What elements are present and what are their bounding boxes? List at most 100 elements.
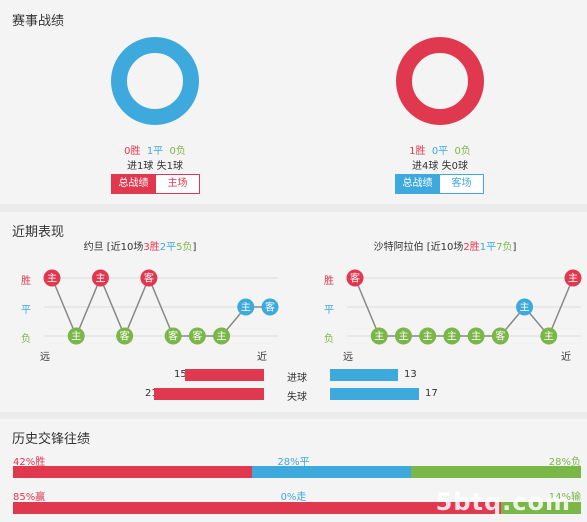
- right-match-point[interactable]: [540, 327, 558, 345]
- left-match-point[interactable]: [237, 298, 255, 316]
- right-match-venue: 主: [447, 331, 457, 343]
- history-draw-segment: [251, 466, 411, 478]
- left-summary-wins: 3胜: [143, 242, 160, 253]
- left-match-venue: 客: [168, 330, 178, 343]
- history-row1-loss-label: 28%负: [548, 457, 581, 468]
- left-summary-draws: 2平: [159, 242, 177, 253]
- left-draw-count: 1平: [146, 146, 164, 157]
- recent-form-title: 近期表现: [12, 225, 65, 240]
- history-row2-win-label: 85%赢: [13, 492, 46, 503]
- left-match-venue: 主: [217, 331, 227, 343]
- right-axis-loss: 负: [324, 334, 334, 345]
- right-goals-summary: 进4球 失0球: [412, 161, 468, 172]
- left-match-venue: 客: [120, 330, 130, 343]
- history-row1-draw-label: 28%平: [277, 457, 310, 468]
- left-match-point[interactable]: [43, 269, 61, 287]
- scored-label: 进球: [287, 373, 307, 384]
- right-match-point[interactable]: [467, 327, 485, 345]
- left-donut-ring: [111, 37, 199, 125]
- right-tab-away[interactable]: 客场: [439, 174, 484, 194]
- left-match-point[interactable]: [261, 298, 279, 316]
- left-match-point[interactable]: [67, 327, 85, 345]
- left-match-venue: 主: [47, 273, 57, 285]
- right-match-venue: 主: [544, 331, 554, 343]
- left-team-name: 约旦: [83, 242, 104, 253]
- right-match-venue: 主: [398, 331, 408, 343]
- right-win-count: 1胜: [409, 146, 426, 157]
- history-row2-draw-label: 0%走: [280, 492, 307, 503]
- recent-form-section: 近期表现 约旦 [近10场3胜2平5负] 沙特阿拉伯 [近10场2胜1平7负] …: [0, 212, 587, 412]
- left-record-donut: [111, 37, 199, 125]
- right-summary-losses: 7负: [496, 242, 513, 253]
- right-form-line: [354, 277, 574, 338]
- right-match-point[interactable]: [564, 269, 582, 287]
- right-record-counts: 1胜 0平 0负: [390, 142, 490, 157]
- left-tab-total[interactable]: 总战绩: [111, 174, 156, 194]
- record-section: 赛事战绩 0胜 1平 0负 进1球 失1球 总战绩 主场 1胜 0平 0负 进4…: [0, 0, 587, 204]
- left-match-venue: 主: [95, 273, 105, 285]
- left-conceded-value: 21: [145, 388, 158, 399]
- right-match-point[interactable]: [370, 327, 388, 345]
- left-match-point[interactable]: [188, 327, 206, 345]
- right-match-venue: 客: [495, 330, 505, 343]
- right-match-point[interactable]: [346, 269, 364, 287]
- right-summary-suffix: ]: [512, 242, 517, 253]
- right-summary-prefix: [近10场: [423, 242, 464, 253]
- left-summary-prefix: [近10场: [103, 242, 144, 253]
- left-axis-loss: 负: [21, 334, 31, 345]
- history-win-segment: [13, 466, 252, 478]
- right-tab-total[interactable]: 总战绩: [395, 174, 440, 194]
- right-match-point[interactable]: [419, 327, 437, 345]
- left-form-line: [51, 276, 270, 338]
- left-axis-win: 胜: [21, 276, 31, 287]
- watermark: 5btq.com: [435, 488, 571, 516]
- left-summary-losses: 5负: [176, 242, 193, 253]
- history-title: 历史交锋往绩: [12, 432, 91, 447]
- history-row1-bar: [13, 466, 582, 478]
- right-form-summary: 沙特阿拉伯 [近10场2胜1平7负]: [345, 238, 545, 253]
- right-match-point[interactable]: [443, 327, 461, 345]
- left-match-point[interactable]: [164, 327, 182, 345]
- right-match-point[interactable]: [394, 327, 412, 345]
- left-summary-suffix: ]: [192, 242, 197, 253]
- left-match-point[interactable]: [116, 327, 134, 345]
- right-match-venue: 主: [520, 302, 530, 314]
- right-summary-draws: 1平: [479, 242, 497, 253]
- right-match-venue: 主: [471, 331, 481, 343]
- right-donut-ring: [396, 37, 484, 125]
- right-draw-count: 0平: [431, 146, 449, 157]
- history-row2-bar: [13, 502, 581, 514]
- right-loss-count: 0负: [454, 146, 471, 157]
- right-match-venue: 主: [423, 331, 433, 343]
- left-conceded-bar: [154, 388, 264, 400]
- history-row1-win-label: 42%胜: [13, 457, 46, 468]
- left-axis-draw: 平: [21, 305, 31, 316]
- left-goals-summary: 进1球 失1球: [127, 161, 183, 172]
- right-match-venue: 主: [568, 273, 578, 285]
- left-axis-far: 远: [40, 352, 50, 363]
- left-record-counts: 0胜 1平 0负: [105, 142, 205, 157]
- right-match-point[interactable]: [491, 327, 509, 345]
- right-axis-far: 远: [343, 352, 353, 363]
- conceded-label: 失球: [287, 392, 307, 403]
- right-match-venue: 客: [350, 272, 360, 285]
- right-scored-bar: [330, 369, 398, 381]
- left-match-venue: 主: [241, 302, 251, 314]
- left-form-chart: 主主主客客客客主主客: [43, 269, 279, 345]
- history-row2-loss-label: 14%输: [548, 492, 581, 503]
- history-loss-segment: [410, 466, 582, 478]
- left-match-point[interactable]: [91, 269, 109, 287]
- right-match-point[interactable]: [516, 298, 534, 316]
- left-match-point[interactable]: [213, 327, 231, 345]
- right-axis-near: 近: [561, 352, 571, 363]
- left-match-point[interactable]: [140, 269, 158, 287]
- left-axis-near: 近: [257, 352, 267, 363]
- left-match-venue: 主: [71, 331, 81, 343]
- left-scored-value: 15: [174, 369, 187, 380]
- left-match-venue: 客: [192, 330, 202, 343]
- right-axis-win: 胜: [324, 276, 334, 287]
- left-tab-home[interactable]: 主场: [155, 174, 200, 194]
- right-scored-value: 13: [404, 369, 417, 380]
- right-form-chart: 客主主主主主客主主主: [346, 269, 582, 345]
- right-team-name: 沙特阿拉伯: [373, 242, 424, 253]
